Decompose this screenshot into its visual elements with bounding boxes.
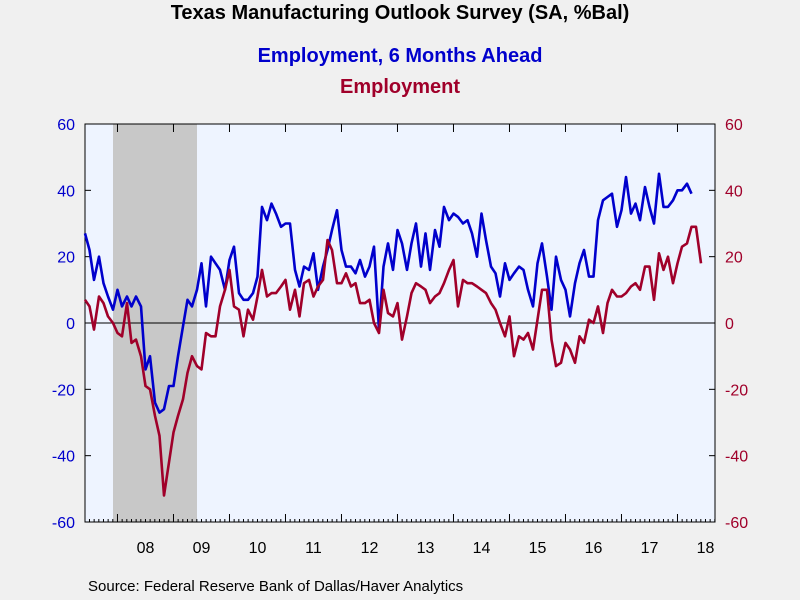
x-tick-label: 15 [529,540,547,557]
y-tick-label-right: 40 [725,183,743,200]
series1-title: Employment, 6 Months Ahead [257,45,543,67]
x-tick-label: 16 [585,540,603,557]
y-tick-label-left: -20 [52,382,75,399]
x-tick-label: 13 [417,540,435,557]
y-tick-label-left: -40 [52,449,75,466]
series-line-employment-6-months-ahead [83,172,693,414]
x-tick-label: 10 [249,540,267,557]
x-tick-label: 18 [697,540,715,557]
y-tick-label-right: -60 [725,515,748,532]
series-line-employment [83,225,703,497]
series2-title: Employment [339,76,461,98]
y-tick-label-left: 60 [57,117,75,134]
y-tick-label-right: -40 [725,449,748,466]
y-tick-label-left: -60 [52,515,75,532]
x-tick-label: 11 [305,540,322,557]
y-tick-label-right: 0 [725,316,734,333]
x-tick-label: 12 [361,540,379,557]
chart-title: Texas Manufacturing Outlook Survey (SA, … [170,2,630,24]
y-tick-label-left: 40 [57,183,75,200]
x-tick-label: 17 [641,540,659,557]
source-note: Source: Federal Reserve Bank of Dallas/H… [88,578,464,595]
y-tick-label-left: 20 [57,250,75,267]
x-tick-label: 09 [193,540,211,557]
y-tick-label-left: 0 [66,316,75,333]
y-tick-label-right: 60 [725,117,743,134]
x-tick-label: 08 [137,540,155,557]
y-tick-label-right: -20 [725,382,748,399]
y-tick-label-right: 20 [725,250,743,267]
x-tick-label: 14 [473,540,491,557]
